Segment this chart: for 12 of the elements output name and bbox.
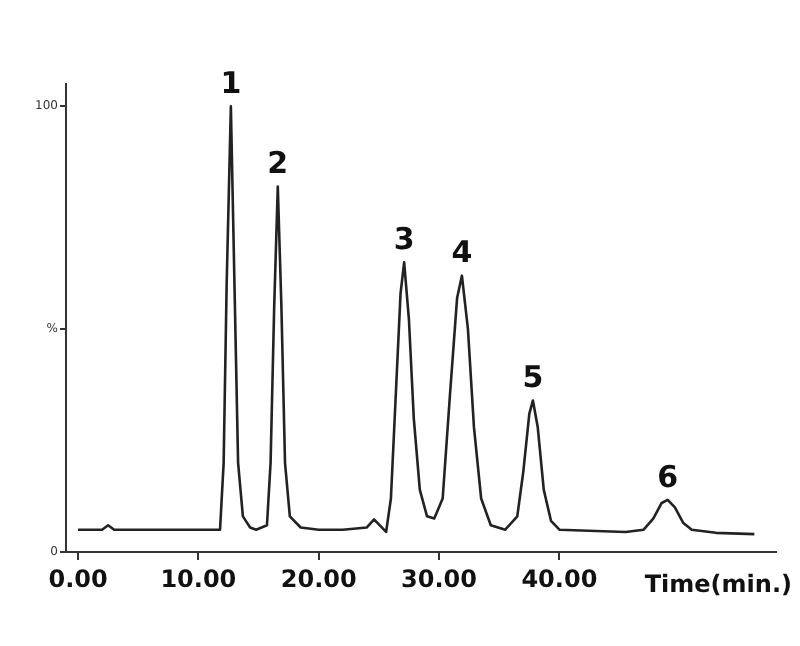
annotation: 3 <box>393 221 415 258</box>
annotation: 4 <box>451 234 473 271</box>
annotation: 5 <box>522 359 544 396</box>
annotation: 6 <box>657 458 679 495</box>
x-tick-label: 20.00 <box>280 564 357 593</box>
x-tick-label: 30.00 <box>401 564 478 593</box>
x-tick-label: 10.00 <box>160 564 237 593</box>
annotation: 1 <box>220 65 242 102</box>
x-axis-title: Time(min.) <box>644 570 792 599</box>
x-tick-label: 40.00 <box>521 564 598 593</box>
annotation: 2 <box>267 145 289 182</box>
x-tick-label: 0.00 <box>48 564 108 593</box>
